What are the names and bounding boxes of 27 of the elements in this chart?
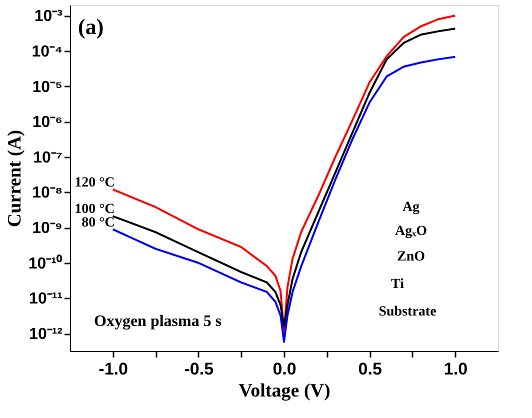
- x-axis-title: Voltage (V): [238, 380, 330, 402]
- series-label: 100 °C: [74, 202, 115, 218]
- y-axis-title: Current (A): [4, 130, 26, 228]
- x-tick-label: 0.0: [272, 360, 296, 378]
- y-tick-label: 10⁻⁸: [32, 184, 62, 202]
- annotation: AgₓO: [394, 224, 428, 239]
- x-tick-label: 0.5: [358, 360, 382, 378]
- y-tick-label: 10⁻⁹: [32, 220, 62, 238]
- annotation: Ag: [402, 200, 420, 215]
- y-tick-label: 10⁻¹¹: [29, 290, 62, 308]
- y-tick-label: 10⁻¹⁰: [28, 254, 62, 272]
- series-label: 80 °C: [82, 215, 115, 230]
- y-tick-label: 10⁻⁵: [32, 78, 62, 96]
- annotation: Substrate: [378, 304, 436, 320]
- x-tick-label: -0.5: [184, 360, 214, 378]
- x-tick-label: -1.0: [98, 360, 128, 378]
- y-tick-label: 10⁻¹²: [29, 326, 62, 344]
- y-tick-label: 10⁻⁴: [32, 43, 63, 60]
- annotation: ZnO: [396, 250, 426, 264]
- x-tick-label: 1.0: [444, 360, 468, 378]
- y-tick-label: 10⁻⁶: [32, 114, 62, 132]
- series-label: 120 °C: [74, 175, 115, 190]
- y-tick-label: 10⁻³: [34, 8, 62, 26]
- annotation: Oxygen plasma 5 s: [94, 313, 222, 330]
- annotation: (a): [78, 14, 104, 39]
- annotation: Ti: [391, 277, 404, 292]
- y-tick-label: 10⁻⁷: [33, 149, 62, 166]
